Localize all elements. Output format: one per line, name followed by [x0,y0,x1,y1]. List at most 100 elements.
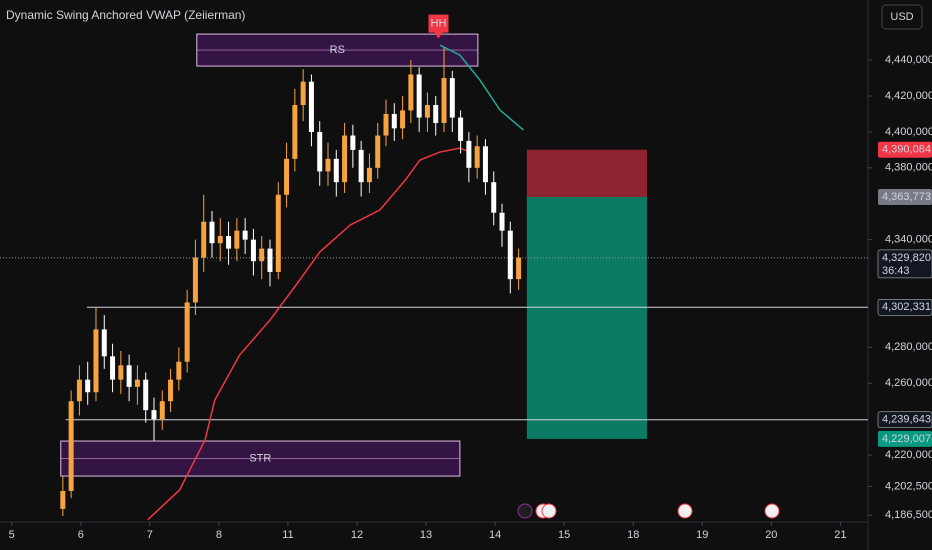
candle-body [151,410,157,420]
event-icons [517,503,780,519]
price-label: 4,390,084 [882,144,931,156]
event-icon[interactable] [541,503,557,519]
price-label: 4,229,007 [882,433,931,445]
price-label: 4,363,773 [882,191,931,203]
x-tick-label: 19 [696,529,708,541]
candle-body [292,105,298,159]
candle-body [441,78,447,123]
candle-body [317,131,323,172]
candle-body [491,182,497,213]
countdown-label: 36:43 [882,265,910,277]
candle-body [375,135,381,168]
candle-body [226,236,232,249]
price-label-bg [878,430,932,447]
price-label-bg [877,249,932,279]
event-icon[interactable] [517,503,533,519]
x-tick-label: 13 [420,529,432,541]
currency-label: USD [890,11,913,23]
y-tick-label: 4,380,000 [885,162,932,174]
candle-body [325,158,331,172]
x-tick-label: 7 [147,529,153,541]
candle-body [408,74,414,111]
stop-zone [526,149,648,197]
candle-body [482,146,488,183]
candle-body [242,230,248,240]
candle-body [275,194,281,272]
candle-body [250,239,256,262]
zone-label: STR [249,452,271,464]
chart-title: Dynamic Swing Anchored VWAP (Zeiierman) [6,8,245,22]
annotation-label: HH [431,17,447,29]
candle-body [516,257,522,280]
candle-body [168,379,174,402]
x-tick-label: 18 [627,529,639,541]
x-tick-label: 20 [765,529,777,541]
candle-body [217,236,223,244]
x-tick-label: 21 [834,529,846,541]
candle-body [209,221,215,244]
price-label-bg [878,141,932,158]
price-label: 4,239,643 [882,414,931,426]
zone-label: RS [330,44,345,56]
candle-body [391,113,397,129]
currency-button[interactable] [881,4,923,30]
target-zone [526,196,648,439]
candle-body [449,78,455,118]
y-tick-label: 4,202,500 [885,480,932,492]
plot-area: RS STR [0,14,868,521]
candle-body [192,257,198,303]
candle-body [499,212,505,231]
y-tick-label: 4,420,000 [885,90,932,102]
price-label-bg [877,299,932,316]
y-tick-label: 4,440,000 [885,54,932,66]
candle-body [134,379,140,387]
price-label-bg [878,188,932,205]
x-tick-label: 12 [351,529,363,541]
x-tick-label: 8 [216,529,222,541]
candle-body [308,81,314,132]
candle-body [234,230,240,249]
y-tick-label: 4,340,000 [885,234,932,246]
x-tick-label: 6 [78,529,84,541]
candle-body [416,74,422,118]
candle-body [358,149,364,183]
y-tick-label: 4,280,000 [885,341,932,353]
candle-body [350,135,356,150]
x-tick-label: 11 [282,529,293,541]
candle-body [383,113,389,136]
y-tick-label: 4,400,000 [885,126,932,138]
y-tick-label: 4,260,000 [885,377,932,389]
candle-body [126,365,132,387]
candle-body [259,248,265,262]
event-icon[interactable] [764,503,780,519]
vwap-line [439,44,524,131]
candle-body [474,146,480,168]
price-label-bg [877,411,932,429]
y-tick-label: 4,186,500 [885,509,932,521]
candle-body [68,401,74,491]
vwap-line [147,147,471,521]
candle-body [284,158,290,195]
candle-body [458,117,464,141]
candle-body [300,81,306,106]
candle-body [267,248,273,272]
candle-body [176,361,182,380]
candle-body [424,105,430,118]
y-tick-label: 4,220,000 [885,449,932,461]
candle-body [433,105,439,123]
candle-body [143,379,149,411]
candle-body [342,135,348,183]
x-tick-label: 15 [558,529,570,541]
candle-body [201,221,207,258]
x-tick-label: 5 [9,529,15,541]
candle-body [118,365,124,380]
price-label: 4,302,331 [882,301,931,313]
candle-body [93,329,99,393]
candle-body [400,110,406,129]
price-label: 4,329,820 [882,252,931,264]
candle-body [60,490,66,509]
event-icon[interactable] [677,503,693,519]
x-tick-label: 14 [489,529,501,541]
